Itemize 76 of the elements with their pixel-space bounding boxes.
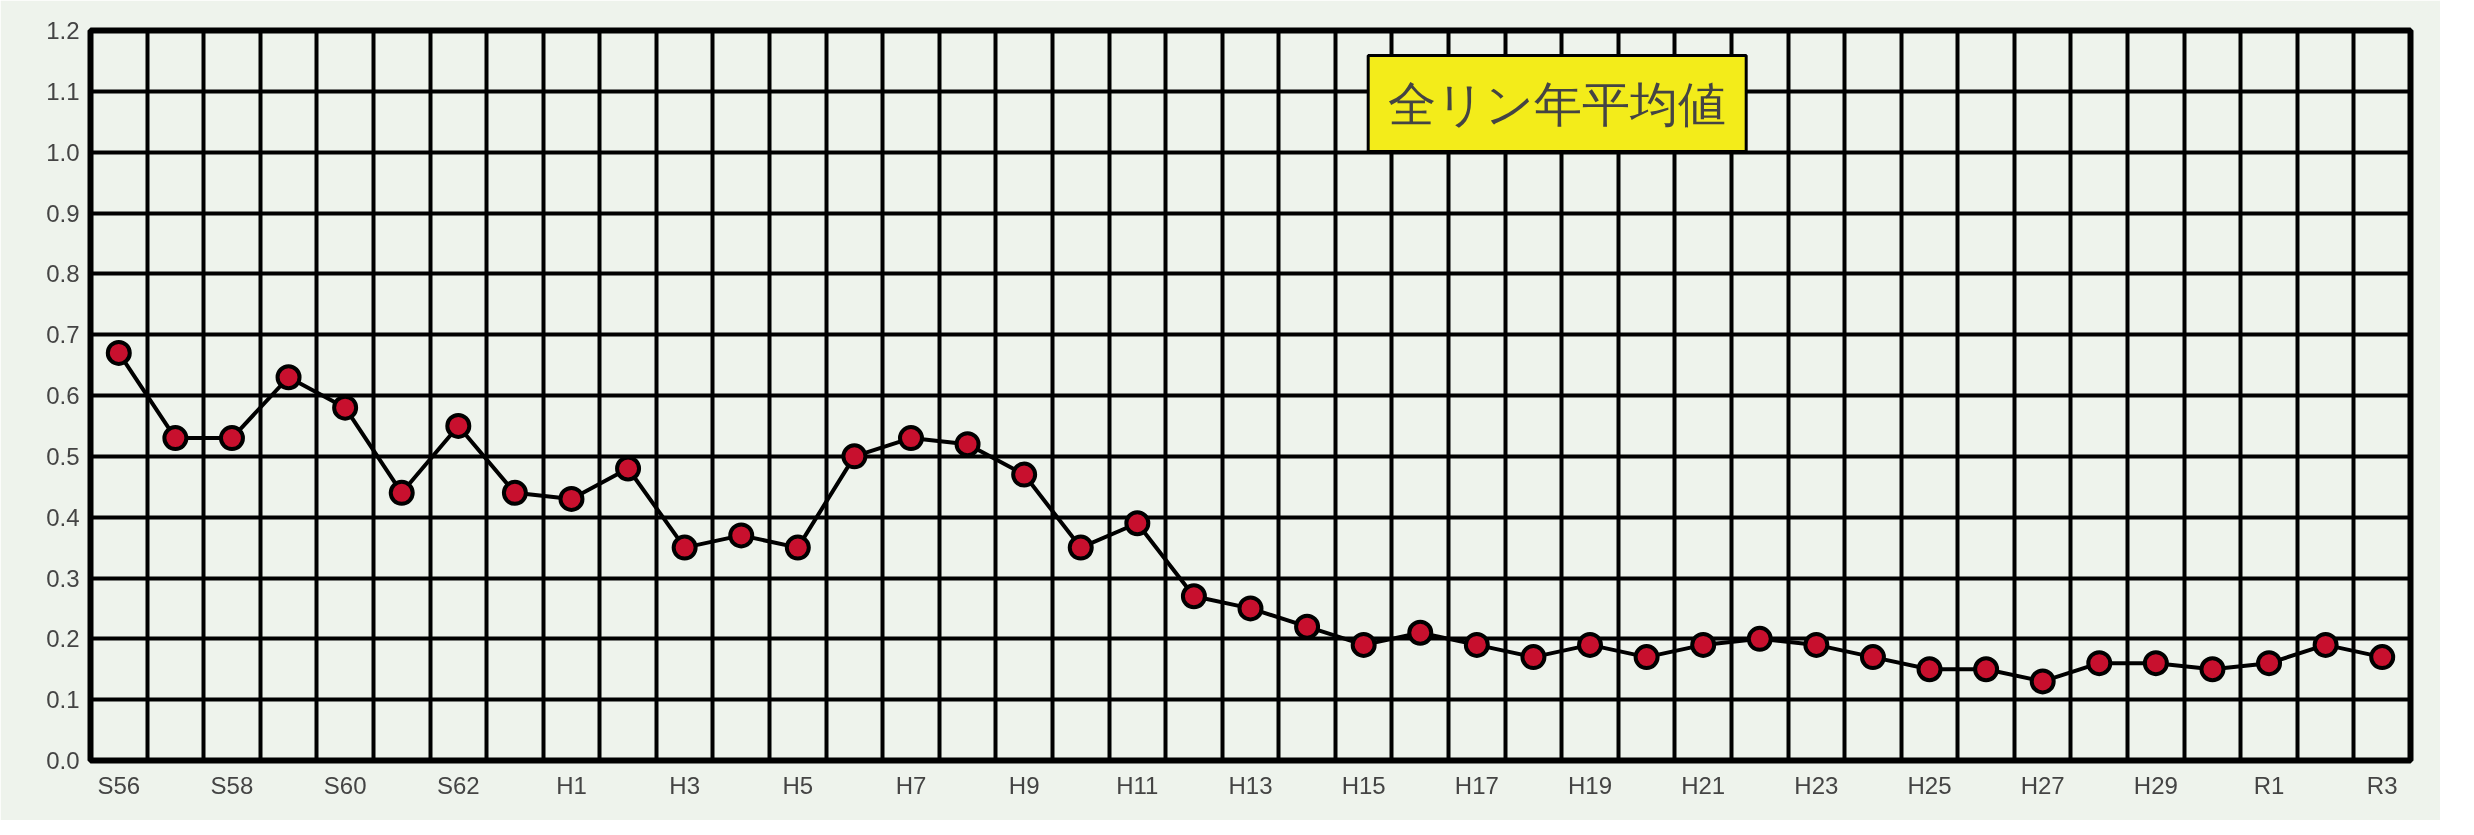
y-tick-label: 1.2 [46,17,80,44]
point [1803,631,1830,658]
y-tick-label: 1.1 [46,77,80,105]
x-tick-label: H25 [1907,771,1952,799]
y-tick-label: 0.8 [46,260,80,288]
point [1916,656,1943,683]
point [1859,644,1886,671]
y-tick-label: 0.0 [46,747,80,774]
point [1633,644,1660,671]
x-tick-label: H15 [1341,771,1386,799]
point [1350,631,1377,658]
x-tick-label: S60 [323,771,367,799]
point [2312,631,2339,658]
point [105,339,132,366]
point [728,522,755,549]
y-tick-label: 1.0 [46,138,80,166]
y-tick-label: 0.1 [46,686,80,714]
point [501,479,528,506]
x-tick-label: H3 [669,771,700,799]
point [1180,583,1207,610]
point [897,425,924,452]
x-tick-label: H23 [1794,771,1839,799]
y-tick-label: 0.2 [46,625,80,653]
y-tick-label: 0.6 [46,382,80,409]
point [1690,631,1717,658]
point [841,443,868,470]
point [2256,650,2283,677]
x-tick-label: H5 [782,771,814,799]
point [2086,650,2113,677]
x-tick-label: H11 [1116,771,1159,799]
point [1577,631,1604,658]
point [2029,668,2056,695]
x-tick-label: H13 [1228,771,1273,799]
x-tick-label: R1 [2253,771,2285,799]
point [1746,625,1773,652]
point [162,425,189,452]
point [954,431,981,458]
x-tick-label: H21 [1681,771,1726,799]
x-tick-label: H17 [1454,771,1499,799]
point [218,425,245,452]
x-tick-label: H29 [2133,771,2178,799]
x-tick-label: H7 [895,771,927,799]
point [1067,534,1094,561]
x-tick-label: H9 [1008,771,1040,799]
point [558,485,585,512]
point [671,534,698,561]
x-tick-label: H27 [2020,771,2065,799]
y-tick-label: 0.5 [46,442,80,470]
point [784,534,811,561]
x-tick-label: H19 [1568,771,1613,799]
point [1973,656,2000,683]
y-tick-label: 0.9 [46,199,80,227]
point [1011,461,1038,488]
point [2142,650,2169,677]
point [1237,595,1264,622]
point [332,394,359,421]
x-tick-label: S62 [436,771,480,799]
point [1124,510,1151,537]
point [1407,619,1434,646]
point [1520,644,1547,671]
point [1463,631,1490,658]
point [2369,644,2396,671]
y-tick-label: 0.3 [46,564,80,592]
x-tick-label: S58 [210,771,254,799]
point [2199,656,2226,683]
x-tick-label: S56 [97,771,141,799]
point [388,479,415,506]
x-tick-label: H1 [556,771,587,799]
y-tick-label: 0.7 [46,321,80,349]
point [1294,613,1321,640]
y-tick-label: 0.4 [46,503,80,531]
text: 全リン年平均値 [1388,75,1727,132]
point [615,455,642,482]
point [445,412,472,439]
x-tick-label: R3 [2366,771,2398,799]
point [275,364,302,391]
